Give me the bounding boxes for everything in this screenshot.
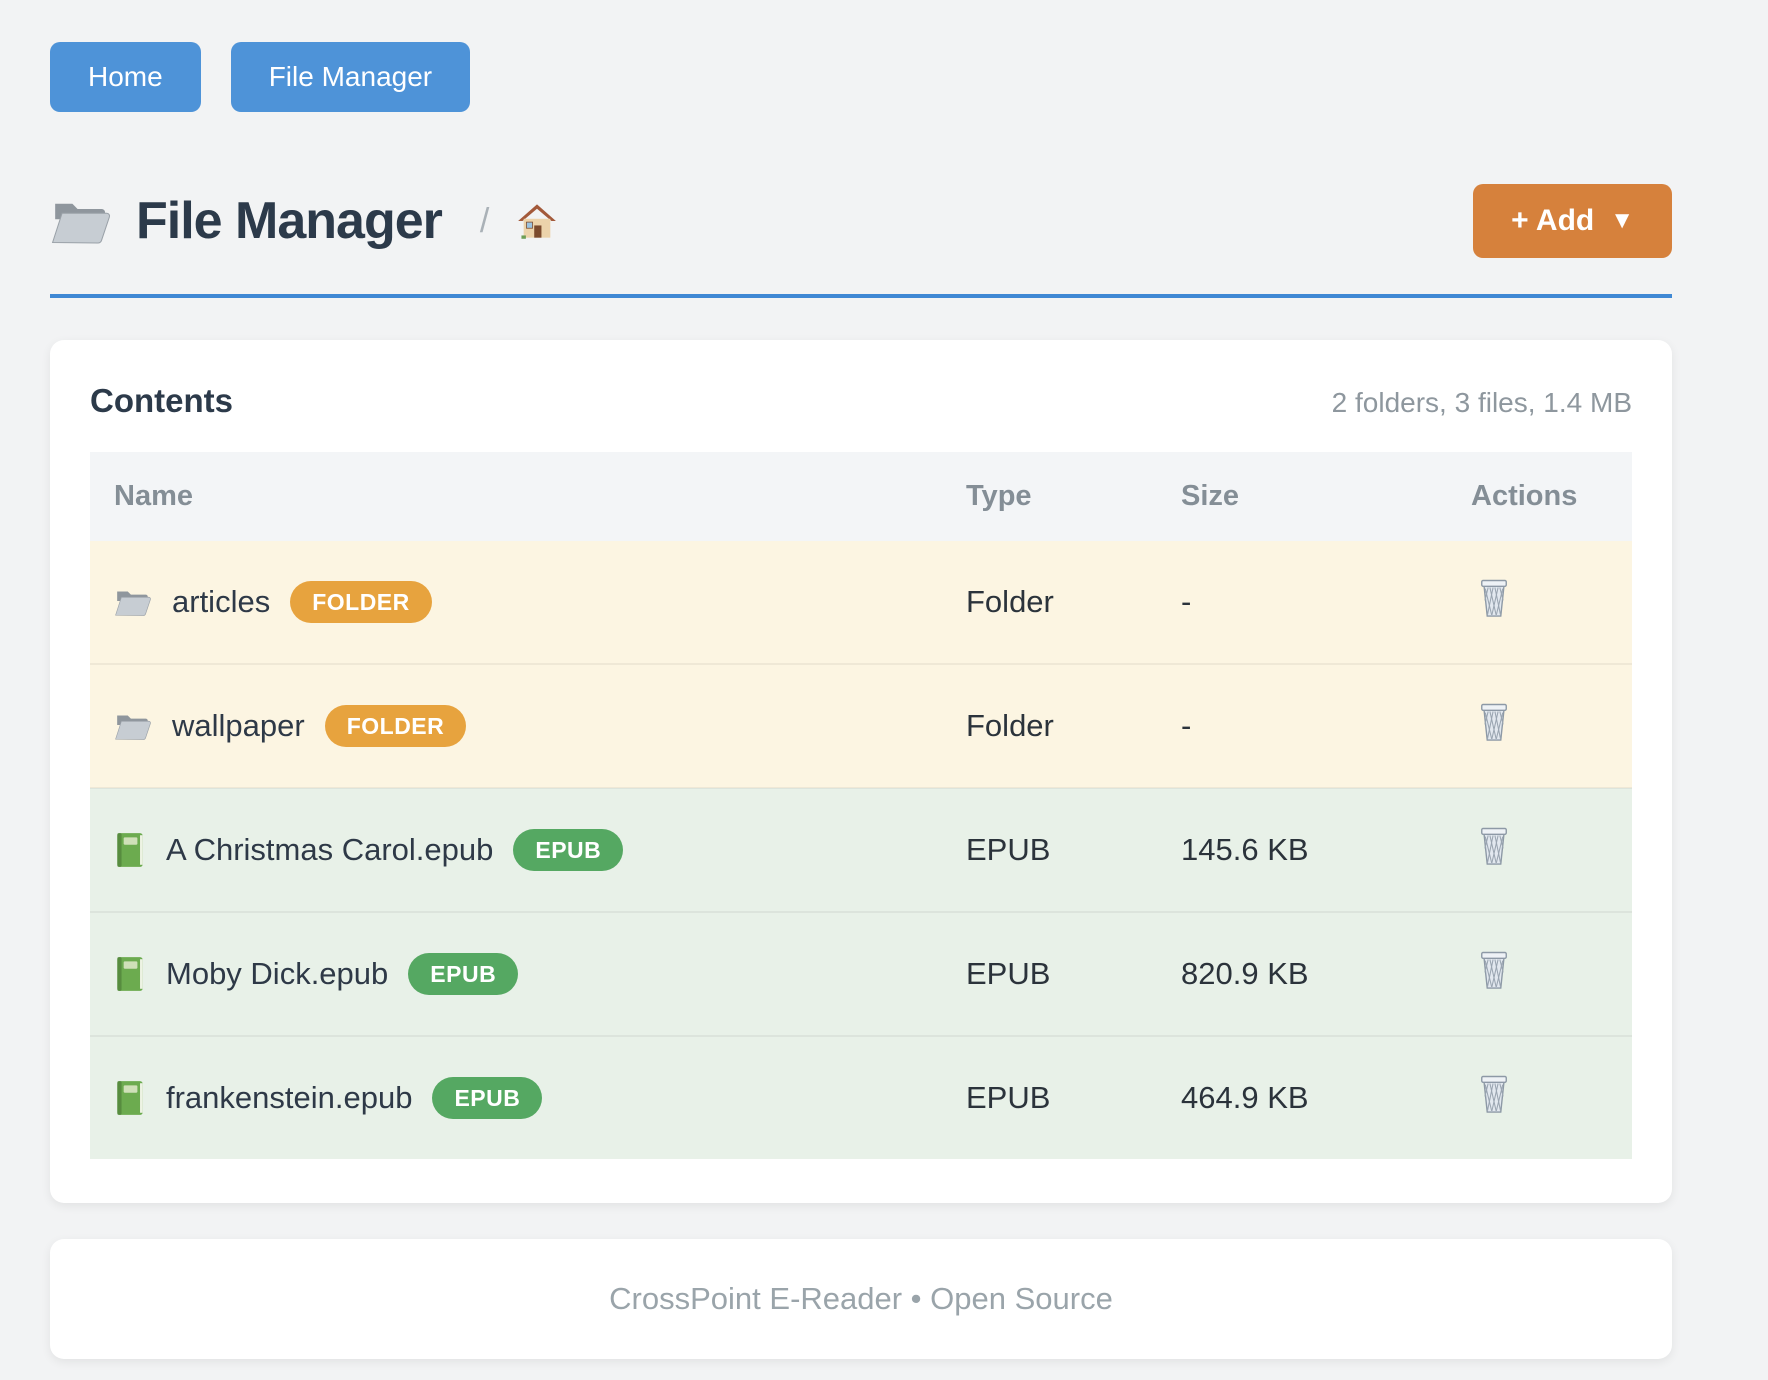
footer: CrossPoint E-Reader • Open Source xyxy=(50,1239,1672,1359)
contents-card-header: Contents 2 folders, 3 files, 1.4 MB xyxy=(90,382,1632,420)
delete-button[interactable] xyxy=(1471,825,1511,867)
table-row[interactable]: frankenstein.epub EPUB EPUB 464.9 KB xyxy=(90,1035,1632,1159)
file-type-cell: EPUB xyxy=(942,911,1157,1036)
delete-button[interactable] xyxy=(1471,949,1511,991)
table-row[interactable]: wallpaper FOLDER Folder - xyxy=(90,663,1632,788)
trash-icon xyxy=(1477,1075,1511,1118)
home-icon[interactable] xyxy=(517,202,557,240)
file-type-badge: EPUB xyxy=(432,1077,543,1119)
file-type-badge: EPUB xyxy=(513,829,624,871)
file-table-header: Name Type Size Actions xyxy=(90,452,1632,541)
file-type-badge: EPUB xyxy=(408,953,519,995)
nav-home-button[interactable]: Home xyxy=(50,42,201,112)
trash-icon xyxy=(1477,579,1511,622)
chevron-down-icon: ▼ xyxy=(1610,207,1634,234)
title-divider xyxy=(50,294,1672,298)
page-header: File Manager / + Add ▼ xyxy=(50,184,1672,258)
file-size-cell: - xyxy=(1181,584,1192,619)
trash-icon xyxy=(1477,951,1511,994)
file-type-badge: FOLDER xyxy=(290,581,432,623)
table-row[interactable]: Moby Dick.epub EPUB EPUB 820.9 KB xyxy=(90,911,1632,1036)
page-title: File Manager xyxy=(136,192,443,250)
delete-button[interactable] xyxy=(1471,1073,1511,1115)
contents-summary: 2 folders, 3 files, 1.4 MB xyxy=(1331,387,1632,418)
book-icon xyxy=(114,1079,146,1117)
add-button-label: + Add xyxy=(1511,204,1595,237)
file-type-cell: Folder xyxy=(942,663,1157,788)
file-type-cell: EPUB xyxy=(942,787,1157,912)
contents-card: Contents 2 folders, 3 files, 1.4 MB Name… xyxy=(50,340,1672,1203)
column-header-size: Size xyxy=(1157,452,1447,541)
footer-text: CrossPoint E-Reader • Open Source xyxy=(609,1281,1113,1316)
folder-icon xyxy=(114,710,152,742)
column-header-actions: Actions xyxy=(1447,452,1632,541)
delete-button[interactable] xyxy=(1471,701,1511,743)
file-type-badge: FOLDER xyxy=(324,705,467,747)
file-type-cell: EPUB xyxy=(942,1035,1157,1159)
column-header-name: Name xyxy=(90,452,942,541)
contents-table-body: articles FOLDER Folder - xyxy=(90,541,1632,1159)
book-icon xyxy=(114,831,146,869)
file-name-link[interactable]: Moby Dick.epub xyxy=(166,956,389,991)
table-row[interactable]: A Christmas Carol.epub EPUB EPUB 145.6 K… xyxy=(90,787,1632,912)
folder-icon xyxy=(50,195,112,247)
file-name-link[interactable]: wallpaper xyxy=(172,708,305,743)
page-container: Home File Manager File Manager / xyxy=(50,0,1672,1359)
book-icon xyxy=(114,955,146,993)
file-size-cell: 464.9 KB xyxy=(1157,1035,1447,1159)
file-size-cell: 820.9 KB xyxy=(1157,911,1447,1036)
top-navigation: Home File Manager xyxy=(50,0,1672,112)
trash-icon xyxy=(1477,703,1511,746)
add-button[interactable]: + Add ▼ xyxy=(1473,184,1672,258)
contents-heading: Contents xyxy=(90,382,233,419)
file-name-link[interactable]: frankenstein.epub xyxy=(166,1080,413,1115)
folder-icon xyxy=(114,586,152,618)
title-group: File Manager / xyxy=(50,191,557,251)
breadcrumb-separator: / xyxy=(479,201,490,240)
file-name-link[interactable]: articles xyxy=(172,584,271,619)
file-size-cell: - xyxy=(1157,663,1447,788)
table-row[interactable]: articles FOLDER Folder - xyxy=(90,541,1632,664)
file-table: Name Type Size Actions xyxy=(90,452,1632,1159)
file-name-link[interactable]: A Christmas Carol.epub xyxy=(166,832,494,867)
file-size-cell: 145.6 KB xyxy=(1157,787,1447,912)
nav-file-manager-button[interactable]: File Manager xyxy=(230,42,471,112)
file-type-cell: Folder xyxy=(966,584,1054,619)
trash-icon xyxy=(1477,827,1511,870)
column-header-type: Type xyxy=(942,452,1157,541)
delete-button[interactable] xyxy=(1471,577,1511,619)
